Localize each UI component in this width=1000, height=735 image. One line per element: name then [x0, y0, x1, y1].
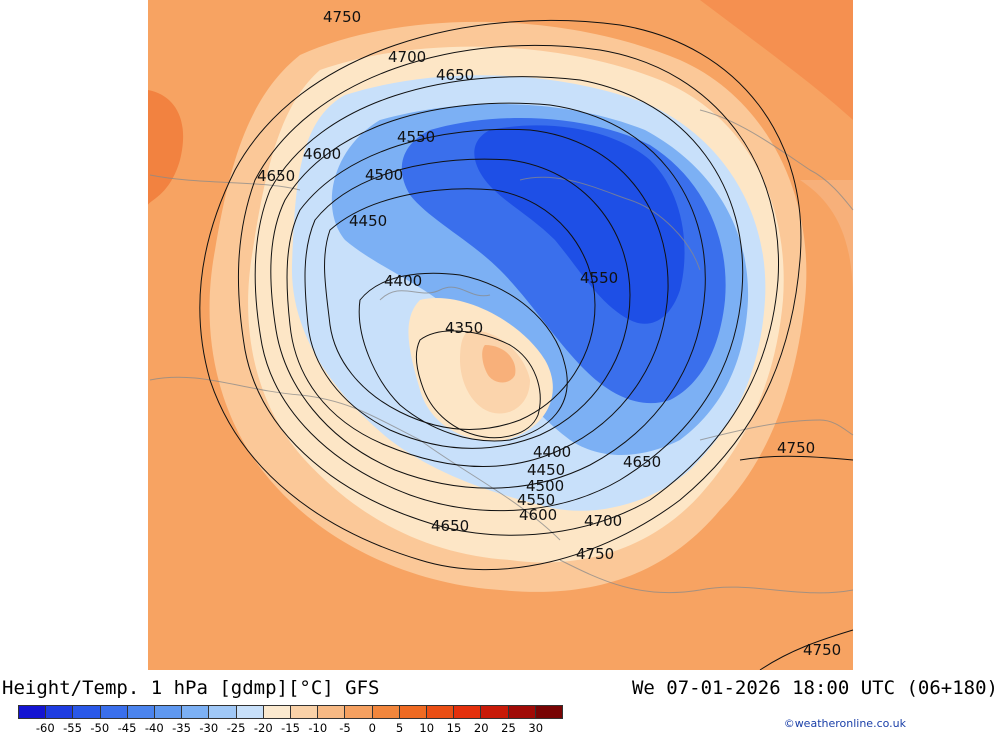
- credit-link[interactable]: ©weatheronline.co.uk: [783, 717, 906, 730]
- contour-label: 4750: [777, 439, 815, 457]
- colorbar-ticks: -60 -55 -50 -45 -40 -35 -30 -25 -20 -15 -10 -5 0 5 10 1…: [18, 721, 563, 735]
- contour-label: 4350: [445, 319, 483, 337]
- temperature-colorbar: [18, 705, 563, 719]
- colorbar-tick-label: -55: [63, 721, 82, 735]
- colorbar-swatch: [155, 706, 183, 718]
- contour-label: 4550: [517, 491, 555, 509]
- colorbar-swatch: [236, 706, 264, 718]
- contour-label: 4400: [533, 443, 571, 461]
- contour-label: 4700: [584, 512, 622, 530]
- contour-4400: [358, 272, 568, 442]
- colorbar-swatch: [182, 706, 210, 718]
- geopotential-height-temperature-map: 4750 4700 4650 4550 4600 4650 4500 4450 …: [148, 0, 854, 670]
- colorbar-tick-label: -35: [172, 721, 191, 735]
- contour-4600: [270, 102, 706, 489]
- colorbar-tick-label: 5: [395, 721, 404, 735]
- contour-label: 4750: [576, 545, 614, 563]
- colorbar-tick-label: -5: [339, 721, 351, 735]
- colorbar-tick-label: -20: [253, 721, 273, 735]
- colorbar-swatch: [481, 706, 509, 718]
- colorbar-tick-label: -60: [35, 721, 55, 735]
- contour-label: 4500: [526, 477, 564, 495]
- colorbar-swatch: [291, 706, 319, 718]
- contour-4550: [286, 128, 669, 467]
- contour-4450: [324, 188, 596, 430]
- contour-label: 4600: [519, 506, 557, 524]
- colorbar-tick-label: -30: [199, 721, 219, 735]
- valid-time: We 07-01-2026 18:00 UTC (06+180): [631, 677, 998, 699]
- colorbar-tick-label: -15: [281, 721, 300, 735]
- colorbar-swatch: [508, 706, 536, 718]
- colorbar-swatch: [19, 706, 47, 718]
- contour-label: 4450: [349, 212, 387, 230]
- warm-patch-right: [800, 180, 853, 300]
- contour-label: 4750: [803, 641, 841, 659]
- contour-label: 4600: [303, 145, 341, 163]
- contour-4750-outer: [199, 19, 802, 571]
- colorbar-tick-label: -40: [144, 721, 164, 735]
- contour-label: 4650: [436, 66, 474, 84]
- contour-label: 4550: [397, 128, 435, 146]
- contour-label: 4650: [431, 517, 469, 535]
- contour-label: 4650: [257, 167, 295, 185]
- contour-label: 4400: [384, 272, 422, 290]
- colorbar-tick-label: 0: [368, 721, 376, 735]
- map-title: Height/Temp. 1 hPa [gdmp][°C] GFS: [2, 677, 380, 699]
- contour-4700: [237, 44, 780, 536]
- core-blue-region: [474, 125, 685, 324]
- colorbar-swatch: [263, 706, 292, 718]
- colorbar-tick-label: 25: [501, 721, 516, 735]
- coastlines: [149, 109, 854, 594]
- colorbar-swatch: [372, 706, 400, 718]
- contour-4350: [415, 330, 541, 439]
- contour-4500: [304, 158, 631, 449]
- colorbar-swatch: [399, 706, 428, 718]
- colorbar-tick-label: 20: [473, 721, 489, 735]
- polar-warm-spot: [482, 345, 516, 383]
- colorbar-swatch: [209, 706, 237, 718]
- contour-label: 4500: [365, 166, 403, 184]
- contour-label: 4650: [623, 453, 661, 471]
- colorbar-tick-label: 10: [419, 721, 435, 735]
- contour-4750-corner: [759, 629, 854, 670]
- contour-label: 4700: [388, 48, 426, 66]
- colorbar-tick-label: -50: [90, 721, 110, 735]
- colorbar-tick-label: -10: [308, 721, 328, 735]
- contour-label: 4550: [580, 269, 618, 287]
- colorbar-swatch: [127, 706, 156, 718]
- colorbar-swatch: [345, 706, 373, 718]
- colorbar-swatch: [318, 706, 346, 718]
- colorbar-swatch: [535, 706, 563, 718]
- colorbar-tick-label: 15: [446, 721, 462, 735]
- colorbar-tick-label: -25: [226, 721, 246, 735]
- height-contours: [199, 19, 854, 670]
- colorbar-tick-label: 30: [528, 721, 544, 735]
- contour-4750-southeast: [739, 455, 854, 461]
- colorbar-swatch: [73, 706, 101, 718]
- colorbar-swatch: [454, 706, 482, 718]
- contour-4650: [254, 76, 744, 512]
- colorbar-swatch: [46, 706, 74, 718]
- warm-patch-topright: [700, 0, 853, 120]
- contour-label: 4450: [527, 461, 565, 479]
- colorbar-swatch: [427, 706, 455, 718]
- contour-label: 4750: [323, 8, 361, 26]
- colorbar-swatch: [100, 706, 128, 718]
- contour-labels: 4750 4700 4650 4550 4600 4650 4500 4450 …: [257, 8, 841, 659]
- colorbar-tick-label: -45: [117, 721, 137, 735]
